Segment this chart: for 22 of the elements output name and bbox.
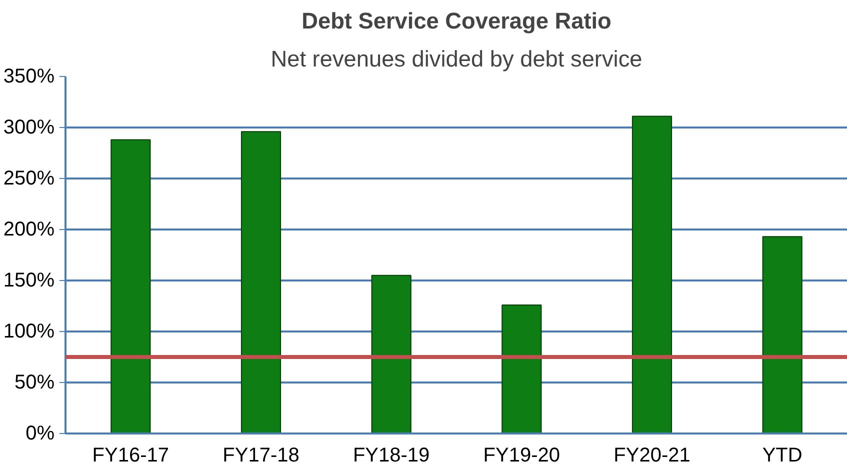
y-tick-label: 0% — [26, 422, 55, 444]
bar — [762, 236, 802, 434]
bar — [240, 131, 282, 434]
chart-title: Debt Service Coverage Ratio — [302, 8, 612, 34]
y-tick-label: 150% — [3, 270, 55, 292]
chart-subtitle: Net revenues divided by debt service — [270, 46, 642, 72]
y-tick-label: 100% — [3, 320, 55, 342]
y-tick-label: 50% — [14, 372, 55, 394]
y-tick-label: 300% — [3, 116, 55, 138]
x-tick-label: FY18-19 — [352, 444, 430, 466]
bar — [502, 304, 542, 434]
bar — [632, 116, 672, 434]
x-tick-label: FY17-18 — [222, 444, 300, 466]
x-tick-label: FY19-20 — [483, 444, 560, 466]
x-tick-label: FY16-17 — [92, 444, 170, 466]
x-tick-label: FY20-21 — [614, 444, 690, 466]
bar — [110, 139, 151, 434]
x-tick-label: YTD — [762, 444, 802, 466]
y-tick-label: 200% — [3, 218, 55, 240]
bar — [371, 274, 412, 434]
y-tick-label: 350% — [3, 66, 55, 88]
y-tick-label: 250% — [3, 168, 55, 190]
